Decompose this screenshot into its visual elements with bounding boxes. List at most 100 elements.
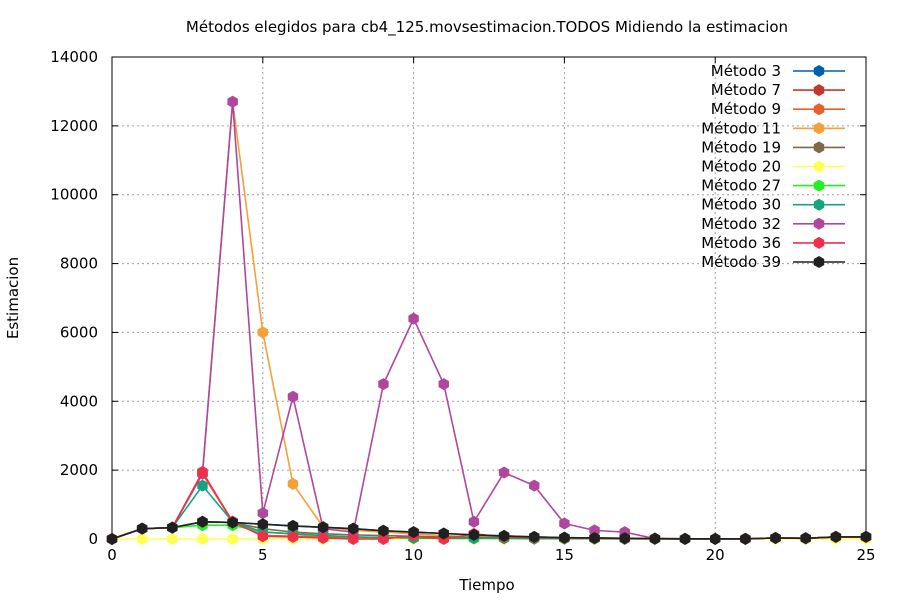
x-tick-label: 5 xyxy=(258,546,268,564)
y-tick-label: 8000 xyxy=(60,255,98,273)
legend-label: Método 3 xyxy=(711,62,781,80)
data-point xyxy=(257,507,268,520)
x-tick-label: 10 xyxy=(404,546,423,564)
data-point xyxy=(710,532,721,545)
data-point xyxy=(408,526,419,539)
data-point xyxy=(227,533,238,545)
legend-marker xyxy=(813,256,825,268)
data-point xyxy=(378,378,389,391)
y-tick-label: 2000 xyxy=(60,461,98,479)
legend-marker xyxy=(813,160,825,173)
legend-entry: Método 11 xyxy=(701,119,845,137)
legend-marker xyxy=(813,65,825,77)
legend-label: Método 36 xyxy=(701,234,781,252)
data-point xyxy=(438,378,449,391)
legend-marker xyxy=(813,179,825,192)
data-point xyxy=(378,533,389,545)
legend-marker xyxy=(813,198,825,211)
chart-title: Métodos elegidos para cb4_125.movsestima… xyxy=(186,18,788,37)
legend-label: Método 20 xyxy=(701,158,781,176)
y-tick-label: 14000 xyxy=(50,48,98,66)
y-tick-label: 6000 xyxy=(60,323,98,341)
data-point xyxy=(167,533,178,545)
data-point xyxy=(770,531,781,544)
data-point xyxy=(408,312,419,325)
data-point xyxy=(800,532,811,545)
legend-label: Método 27 xyxy=(701,177,781,195)
data-point xyxy=(559,517,570,530)
data-point xyxy=(197,533,208,545)
data-point xyxy=(378,524,389,537)
data-point xyxy=(559,531,570,544)
legend-entry: Método 36 xyxy=(701,234,845,252)
y-tick-label: 4000 xyxy=(60,392,98,410)
series-lines xyxy=(106,95,872,545)
data-point xyxy=(468,528,480,541)
series-11 xyxy=(106,515,872,545)
grid xyxy=(112,57,866,539)
legend-entry: Método 32 xyxy=(701,215,845,233)
legend-label: Método 39 xyxy=(701,253,781,271)
data-point xyxy=(619,532,630,545)
data-point xyxy=(197,465,208,478)
data-point xyxy=(197,479,208,492)
legend-entry: Método 19 xyxy=(701,138,845,156)
legend-entry: Método 30 xyxy=(701,196,845,214)
data-point xyxy=(348,522,359,535)
legend-marker xyxy=(813,236,825,249)
legend-label: Método 32 xyxy=(701,215,781,233)
series-7 xyxy=(106,519,872,545)
data-point xyxy=(860,530,872,543)
x-tick-label: 20 xyxy=(706,546,725,564)
legend-entry: Método 39 xyxy=(701,253,845,271)
data-point xyxy=(498,466,510,479)
series-3 xyxy=(106,467,872,545)
data-point xyxy=(529,479,540,492)
data-point xyxy=(317,531,329,544)
legend-entry: Método 3 xyxy=(711,62,845,80)
data-point xyxy=(287,390,299,403)
series-5 xyxy=(106,515,872,545)
data-point xyxy=(679,532,691,545)
x-tick-label: 0 xyxy=(107,546,117,564)
x-tick-label: 15 xyxy=(555,546,574,564)
data-point xyxy=(227,516,238,529)
data-point xyxy=(589,531,600,544)
data-point xyxy=(438,527,449,540)
data-point xyxy=(106,533,118,545)
axis-ticks: 0 5 10 15 20 25 0 2000 4000 6000 8000 10000 12000 140… xyxy=(50,48,875,564)
series-line xyxy=(111,470,866,540)
y-axis-label: Estimacion xyxy=(4,257,22,339)
data-point xyxy=(317,521,329,534)
series-line xyxy=(111,472,866,540)
legend-entry: Método 20 xyxy=(701,158,845,176)
data-point xyxy=(649,532,661,545)
legend-marker xyxy=(813,217,825,230)
data-point xyxy=(257,518,268,531)
legend-marker xyxy=(813,141,825,154)
legend-marker xyxy=(813,84,825,97)
data-point xyxy=(287,519,299,532)
series-line xyxy=(111,484,866,540)
y-tick-label: 0 xyxy=(88,530,98,548)
data-point xyxy=(468,515,480,528)
data-point xyxy=(498,529,510,542)
data-point xyxy=(257,326,268,339)
legend-label: Método 9 xyxy=(711,100,781,118)
legend-marker xyxy=(813,122,825,135)
data-point xyxy=(287,530,299,543)
legend-label: Método 11 xyxy=(701,119,781,137)
legend-entry: Método 7 xyxy=(711,81,845,99)
y-tick-label: 12000 xyxy=(50,117,98,135)
data-point xyxy=(227,95,238,108)
data-point xyxy=(348,533,359,545)
data-point xyxy=(136,533,148,545)
legend-label: Método 7 xyxy=(711,81,781,99)
legend-marker xyxy=(813,103,825,116)
data-point xyxy=(197,515,208,528)
data-point xyxy=(136,522,148,535)
legend-entry: Método 9 xyxy=(711,100,845,118)
data-point xyxy=(167,521,178,534)
